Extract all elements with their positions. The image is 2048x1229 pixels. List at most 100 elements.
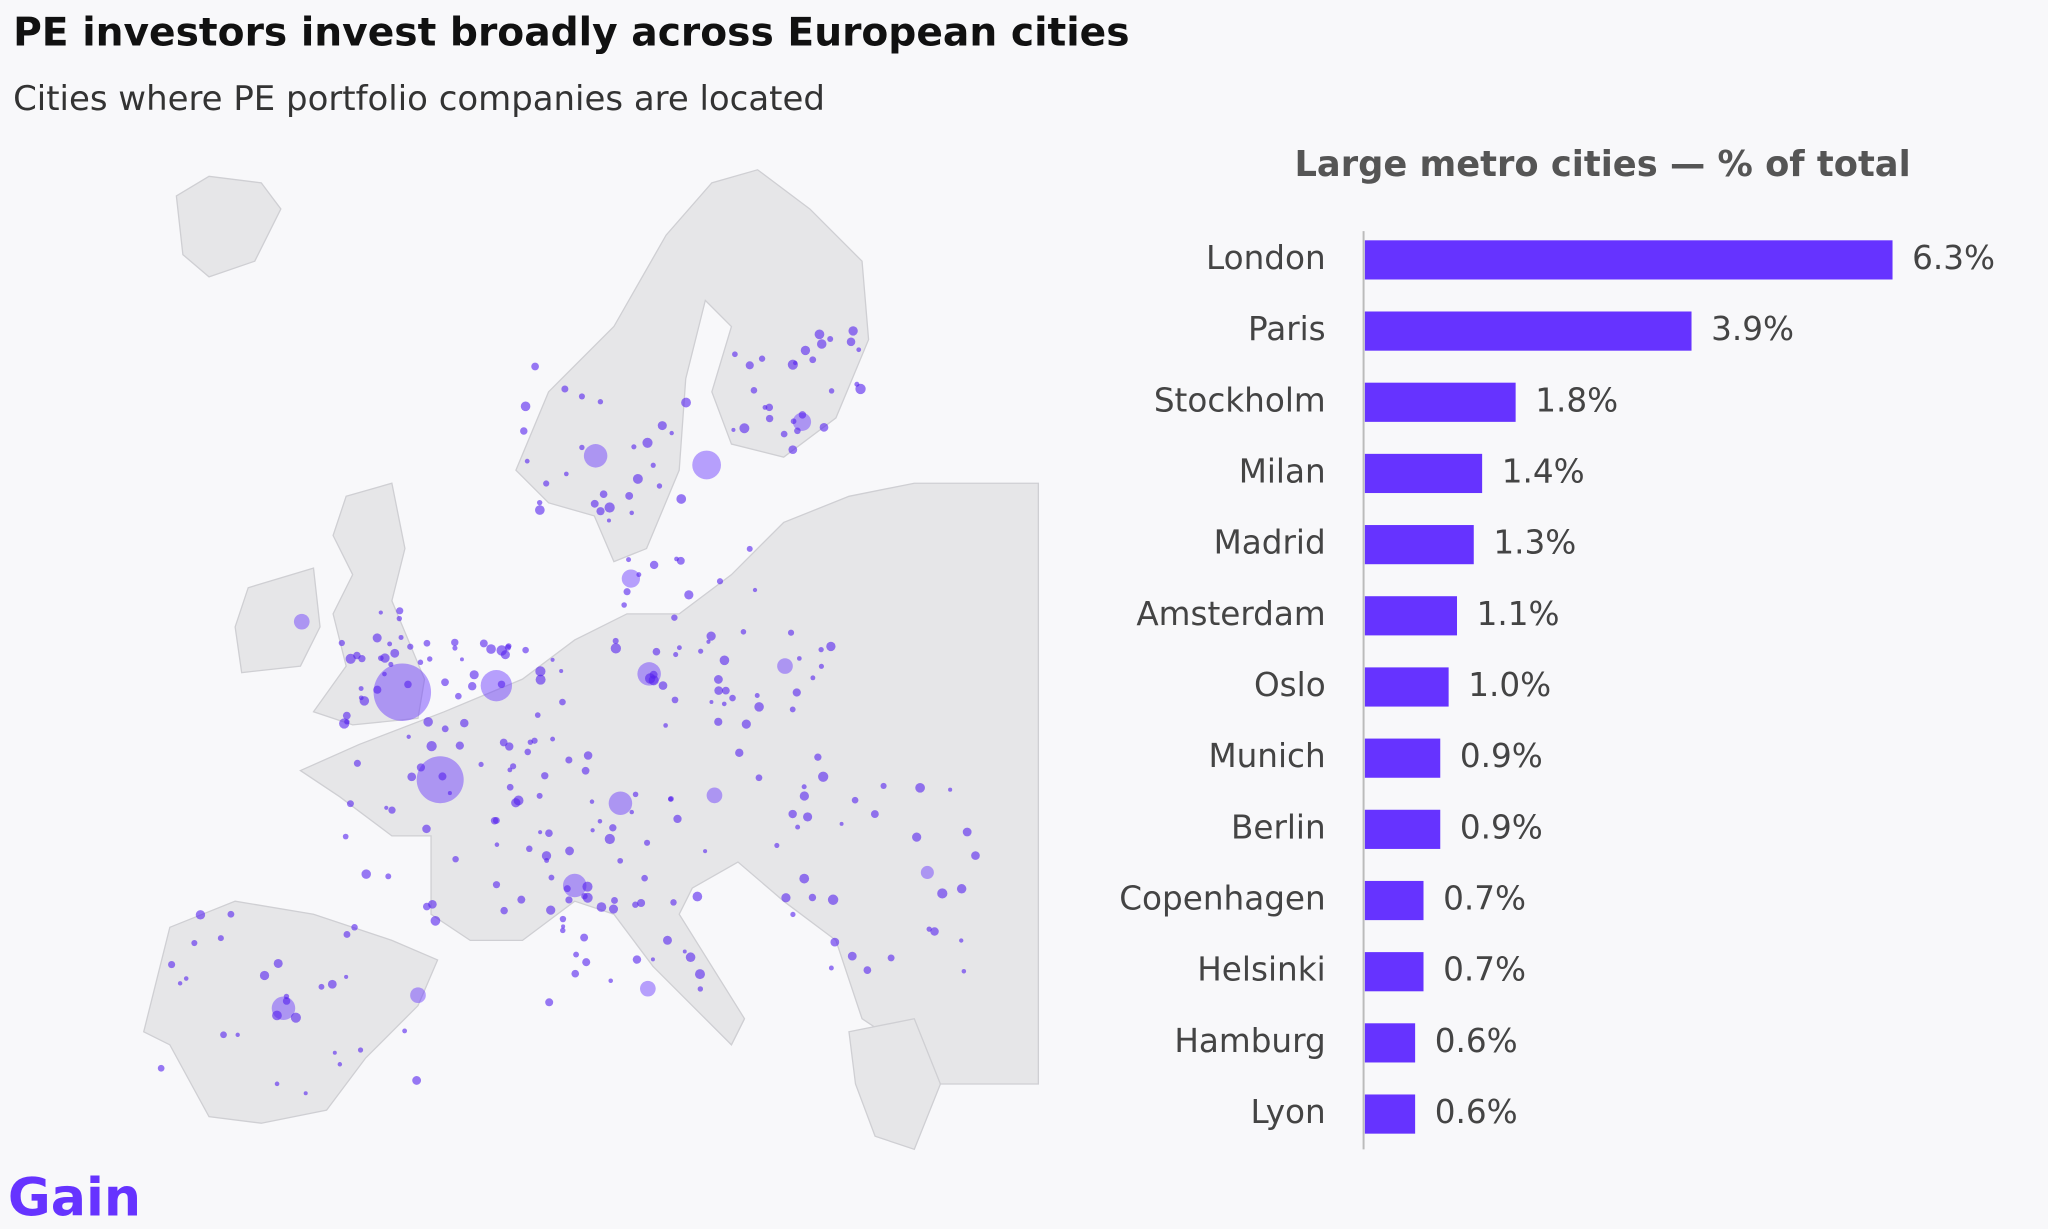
city-dot bbox=[546, 905, 556, 915]
city-dot bbox=[818, 663, 824, 669]
city-dot bbox=[606, 518, 611, 523]
city-dot bbox=[632, 901, 639, 908]
city-dot bbox=[293, 613, 310, 630]
city-dot bbox=[674, 556, 679, 562]
city-dot bbox=[412, 1076, 422, 1085]
city-dot bbox=[741, 719, 751, 729]
city-dot bbox=[735, 748, 744, 757]
city-dot bbox=[426, 741, 437, 752]
category-label: Copenhagen bbox=[1119, 880, 1325, 918]
city-dot bbox=[676, 645, 682, 651]
city-dot bbox=[692, 450, 721, 480]
city-dot bbox=[447, 791, 452, 796]
city-dot bbox=[657, 421, 667, 431]
city-dot bbox=[721, 701, 727, 707]
category-label: Oslo bbox=[1254, 666, 1326, 704]
city-dot bbox=[740, 629, 747, 635]
city-dot bbox=[839, 821, 844, 826]
city-dot bbox=[505, 742, 514, 751]
city-dot bbox=[342, 833, 349, 840]
city-dot bbox=[915, 782, 925, 793]
city-dot bbox=[351, 924, 358, 931]
city-dot bbox=[590, 499, 599, 508]
city-dot bbox=[430, 915, 441, 926]
city-dot bbox=[721, 686, 730, 695]
city-dot bbox=[755, 774, 763, 782]
city-dot bbox=[669, 430, 674, 436]
city-dot bbox=[694, 969, 705, 980]
city-dot bbox=[621, 569, 641, 588]
city-dot bbox=[590, 828, 595, 833]
iberia bbox=[142, 900, 439, 1124]
bar bbox=[1364, 382, 1516, 422]
city-dot bbox=[582, 958, 591, 967]
city-dot bbox=[423, 717, 433, 727]
city-dot bbox=[608, 904, 619, 914]
city-dot bbox=[788, 809, 797, 819]
city-dot bbox=[422, 902, 431, 911]
city-dot bbox=[531, 737, 538, 744]
city-dot bbox=[632, 473, 643, 484]
city-dot bbox=[656, 483, 663, 489]
city-dot bbox=[494, 842, 500, 847]
city-dot bbox=[658, 681, 668, 690]
city-dot bbox=[880, 782, 887, 789]
city-dot bbox=[541, 772, 549, 780]
city-dot bbox=[739, 423, 750, 434]
city-dot bbox=[809, 356, 817, 364]
city-dot bbox=[290, 1012, 301, 1023]
city-dot bbox=[452, 645, 458, 651]
city-dot bbox=[663, 935, 672, 945]
value-label: 0.7% bbox=[1443, 880, 1526, 918]
city-dot bbox=[745, 361, 754, 370]
city-dot bbox=[608, 791, 633, 815]
city-dot bbox=[671, 614, 678, 621]
city-dot bbox=[361, 869, 371, 879]
ireland bbox=[234, 567, 321, 674]
city-dot bbox=[731, 427, 736, 432]
city-dot bbox=[846, 337, 856, 347]
city-dot bbox=[404, 680, 412, 689]
city-dot bbox=[799, 791, 810, 801]
city-dot bbox=[956, 884, 967, 894]
city-dot bbox=[765, 403, 774, 412]
city-dot bbox=[640, 980, 656, 997]
city-dot bbox=[798, 411, 807, 419]
city-dot bbox=[650, 462, 656, 468]
city-dot bbox=[427, 656, 433, 662]
city-dot bbox=[652, 647, 661, 656]
city-dot bbox=[548, 874, 555, 881]
city-dot bbox=[626, 557, 632, 563]
city-dot bbox=[790, 911, 796, 918]
city-dot bbox=[781, 893, 791, 903]
city-dot bbox=[220, 1031, 227, 1039]
city-dot bbox=[706, 639, 711, 644]
city-dot bbox=[582, 892, 593, 903]
city-dot bbox=[479, 639, 488, 648]
city-dot bbox=[758, 355, 766, 362]
bar bbox=[1364, 240, 1893, 280]
city-dot bbox=[818, 771, 829, 782]
city-dot bbox=[642, 437, 653, 448]
city-dot bbox=[513, 795, 524, 806]
city-dot bbox=[685, 952, 696, 963]
city-dot bbox=[407, 772, 417, 782]
city-dot bbox=[510, 763, 517, 770]
bar bbox=[1364, 453, 1483, 494]
city-dot bbox=[550, 657, 555, 662]
city-dot bbox=[609, 824, 617, 832]
city-dot bbox=[538, 830, 543, 835]
city-dot bbox=[358, 686, 364, 692]
city-dot bbox=[792, 412, 812, 431]
city-dot bbox=[183, 976, 189, 981]
city-dot bbox=[524, 458, 530, 464]
city-dot bbox=[719, 655, 730, 666]
bar bbox=[1364, 311, 1692, 351]
city-dot bbox=[799, 873, 810, 884]
city-dot bbox=[762, 404, 768, 410]
city-dot bbox=[543, 480, 550, 487]
city-dot bbox=[856, 347, 862, 353]
city-dot bbox=[338, 639, 345, 647]
city-dot bbox=[486, 644, 496, 654]
city-dot bbox=[959, 938, 964, 943]
